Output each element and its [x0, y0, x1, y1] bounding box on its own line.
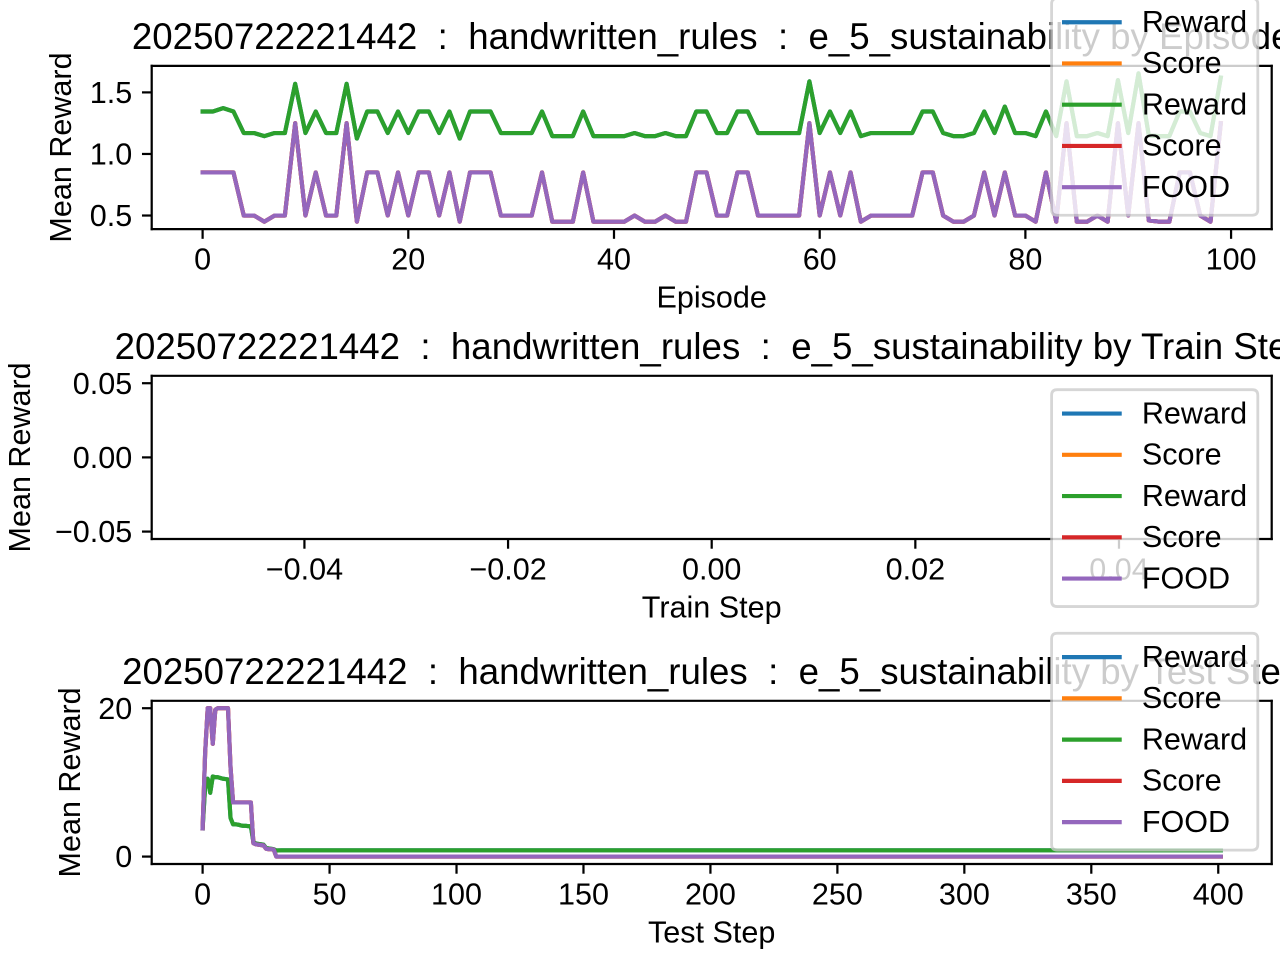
svg-text:40: 40: [597, 243, 631, 277]
svg-text:300: 300: [939, 878, 990, 912]
svg-text:−0.02: −0.02: [469, 553, 546, 587]
svg-text:350: 350: [1066, 878, 1117, 912]
svg-text:Train Step: Train Step: [642, 591, 782, 625]
svg-text:0.05: 0.05: [73, 367, 132, 401]
svg-text:FOOD: FOOD: [1142, 561, 1230, 595]
svg-text:Test Step: Test Step: [648, 916, 775, 950]
svg-text:Reward: Reward: [1142, 87, 1247, 121]
svg-text:0: 0: [194, 243, 211, 277]
svg-text:Score: Score: [1142, 764, 1222, 798]
svg-text:150: 150: [558, 878, 609, 912]
svg-text:20: 20: [98, 692, 132, 726]
svg-text:Mean Reward: Mean Reward: [44, 52, 78, 242]
svg-text:200: 200: [685, 878, 736, 912]
svg-text:Score: Score: [1142, 129, 1222, 163]
svg-text:0.00: 0.00: [73, 441, 132, 475]
svg-text:250: 250: [812, 878, 863, 912]
svg-text:0.5: 0.5: [90, 199, 132, 233]
svg-text:Score: Score: [1142, 46, 1222, 80]
svg-text:1.0: 1.0: [90, 138, 132, 172]
svg-text:Reward: Reward: [1142, 640, 1247, 674]
svg-text:−0.05: −0.05: [55, 515, 132, 549]
svg-text:Score: Score: [1142, 681, 1222, 715]
svg-text:400: 400: [1193, 878, 1244, 912]
svg-text:20250722221442 : handwritten: 20250722221442 : handwritten_rules : e_5…: [115, 326, 1280, 367]
svg-text:100: 100: [1206, 243, 1257, 277]
svg-text:−0.04: −0.04: [266, 553, 343, 587]
svg-text:Reward: Reward: [1142, 479, 1247, 513]
svg-text:Score: Score: [1142, 520, 1222, 554]
svg-text:0: 0: [115, 840, 132, 874]
svg-text:1.5: 1.5: [90, 76, 132, 110]
svg-text:Mean Reward: Mean Reward: [3, 362, 37, 552]
svg-text:Reward: Reward: [1142, 5, 1247, 39]
svg-text:0: 0: [194, 878, 211, 912]
svg-text:0.02: 0.02: [886, 553, 945, 587]
svg-text:FOOD: FOOD: [1142, 170, 1230, 204]
svg-text:50: 50: [313, 878, 347, 912]
svg-text:Reward: Reward: [1142, 396, 1247, 430]
svg-text:Episode: Episode: [657, 281, 767, 315]
svg-text:FOOD: FOOD: [1142, 805, 1230, 839]
svg-text:Mean Reward: Mean Reward: [53, 687, 87, 877]
svg-text:60: 60: [803, 243, 837, 277]
svg-text:Reward: Reward: [1142, 722, 1247, 756]
svg-text:Score: Score: [1142, 438, 1222, 472]
svg-text:0.00: 0.00: [682, 553, 741, 587]
svg-text:80: 80: [1008, 243, 1042, 277]
svg-text:100: 100: [431, 878, 482, 912]
svg-text:20: 20: [391, 243, 425, 277]
